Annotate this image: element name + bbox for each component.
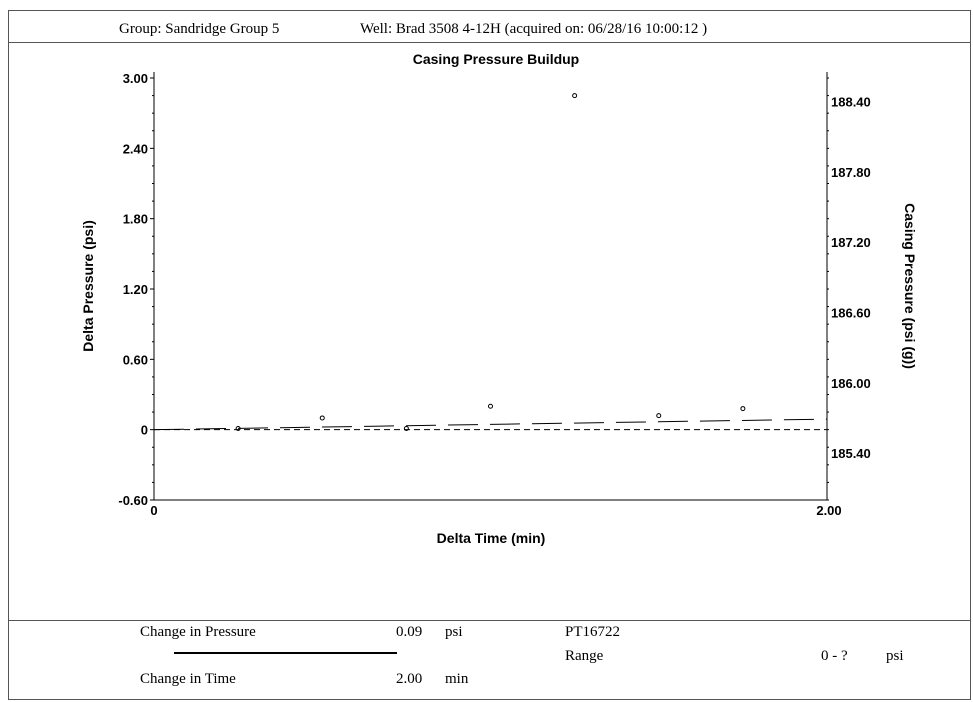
range-value: 0 - ?: [821, 648, 848, 664]
change-pressure-label: Change in Pressure: [140, 624, 256, 640]
gauge-id: PT16722: [565, 624, 621, 640]
report-frame: Group: Sandridge Group 5 Well: Brad 3508…: [8, 10, 971, 700]
chart-title: Casing Pressure Buildup: [413, 51, 579, 67]
y-tick-label: -0.60: [118, 493, 148, 508]
chart-area: Casing Pressure Buildup -0.60 0 0.60 1.20 1.…: [9, 43, 970, 621]
y-tick-label: 2.40: [123, 141, 148, 156]
trend-line: [153, 418, 828, 431]
y-tick-label: 0.60: [123, 352, 148, 367]
change-pressure-unit: psi: [445, 624, 463, 640]
data-point: [235, 425, 241, 431]
change-time-value: 2.00: [396, 671, 423, 687]
change-pressure-value: 0.09: [396, 624, 423, 640]
change-time-unit: min: [445, 671, 469, 687]
y2-tick-label: 187.80: [831, 165, 871, 180]
y2-axis-title: Casing Pressure (psi (g)): [902, 203, 918, 369]
range-unit: psi: [886, 648, 904, 664]
casing-pressure-chart: Casing Pressure Buildup -0.6000.601.201.…: [80, 51, 918, 546]
x-axis-title: Delta Time (min): [437, 530, 546, 546]
group-label: Group: Sandridge Group 5: [119, 21, 280, 37]
data-point: [403, 425, 409, 431]
data-point: [656, 413, 662, 419]
fraction-bar: [174, 652, 397, 654]
y-axis-title: Delta Pressure (psi): [80, 220, 96, 352]
y2-tick-label: 186.60: [831, 305, 871, 320]
data-point: [572, 93, 578, 99]
x-tick-label: 0: [150, 503, 157, 518]
data-point: [319, 415, 325, 421]
chart-marks: [153, 93, 828, 431]
report-header: Group: Sandridge Group 5 Well: Brad 3508…: [9, 11, 970, 43]
y2-tick-label: 185.40: [831, 446, 871, 461]
change-time-label: Change in Time: [140, 671, 236, 687]
x-tick-label: 2.00: [816, 503, 841, 518]
y2-tick-label: 186.00: [831, 376, 871, 391]
y-tick-label: 1.80: [123, 212, 148, 227]
y-tick-label: 3.00: [123, 71, 148, 86]
x-axis-ticks: 0 2.00: [150, 503, 841, 518]
y-tick-label: 0: [141, 423, 148, 438]
data-point: [488, 403, 493, 409]
range-label: Range: [565, 648, 604, 664]
y2-tick-label: 187.20: [831, 235, 871, 250]
well-label: Well: Brad 3508 4-12H (acquired on: 06/2…: [360, 21, 708, 37]
left-axis-ticks: -0.60 0 0.60 1.20 1.80 2.40 3.00: [118, 71, 154, 508]
right-axis-ticks: 185.40 186.00 186.60 187.20 187.80 188.40: [827, 77, 871, 501]
y-tick-label: 1.20: [123, 282, 148, 297]
y2-tick-label: 188.40: [831, 94, 871, 109]
data-point: [740, 406, 746, 412]
